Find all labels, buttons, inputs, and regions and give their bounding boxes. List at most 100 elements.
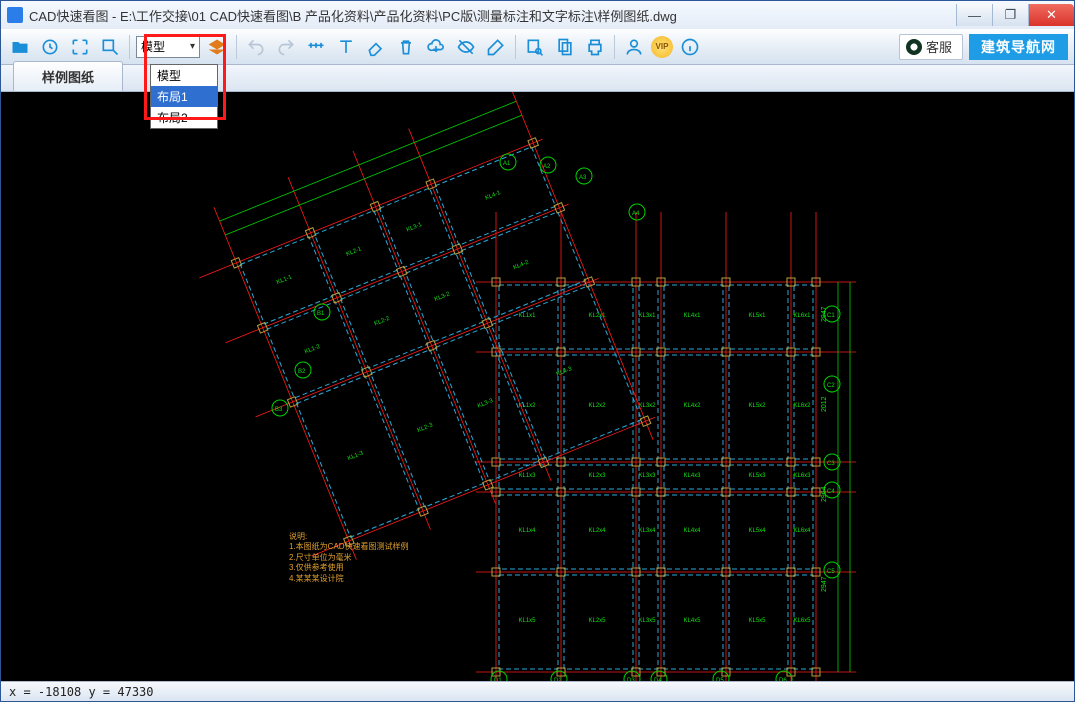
- svg-text:B2: B2: [298, 369, 306, 375]
- fullextent-icon[interactable]: [67, 34, 93, 60]
- statusbar: x = -18108 y = 47330: [1, 681, 1074, 701]
- svg-text:KL1x4: KL1x4: [519, 528, 537, 534]
- svg-text:KL4x4: KL4x4: [684, 528, 702, 534]
- svg-text:KL3x1: KL3x1: [639, 313, 657, 319]
- svg-text:KL6x1: KL6x1: [794, 313, 812, 319]
- svg-text:KL6x5: KL6x5: [794, 618, 812, 624]
- zoom-window-icon[interactable]: [97, 34, 123, 60]
- vip-icon[interactable]: VIP: [651, 36, 673, 58]
- svg-text:C3: C3: [827, 461, 835, 467]
- find-icon[interactable]: [522, 34, 548, 60]
- minimize-button[interactable]: —: [956, 4, 992, 26]
- svg-text:A1: A1: [503, 161, 511, 167]
- app-icon: [7, 7, 23, 23]
- svg-text:C2: C2: [827, 383, 835, 389]
- svg-text:D6: D6: [779, 678, 787, 681]
- window-title: CAD快速看图 - E:\工作交接\01 CAD快速看图\B 产品化资料\产品化…: [29, 6, 677, 25]
- svg-text:KL4-3: KL4-3: [556, 366, 574, 378]
- svg-text:KL2-3: KL2-3: [417, 422, 435, 434]
- svg-text:D5: D5: [716, 678, 724, 681]
- print-icon[interactable]: [582, 34, 608, 60]
- svg-text:A4: A4: [632, 211, 640, 217]
- svg-text:KL5x4: KL5x4: [749, 528, 767, 534]
- svg-text:B3: B3: [275, 407, 283, 413]
- drawing-canvas[interactable]: KL1x1KL1x2KL1x3KL1x4KL1x5KL2x1KL2x2KL2x3…: [1, 92, 1074, 681]
- dropdown-item[interactable]: 布局1: [151, 86, 217, 107]
- svg-text:2947: 2947: [821, 306, 828, 322]
- svg-text:KL2x5: KL2x5: [589, 618, 607, 624]
- qq-icon: [906, 39, 922, 55]
- text-icon[interactable]: [333, 34, 359, 60]
- document-tab[interactable]: 样例图纸: [13, 61, 123, 91]
- svg-text:KL4x1: KL4x1: [684, 313, 702, 319]
- dropdown-item[interactable]: 布局2: [151, 107, 217, 128]
- svg-text:KL2-2: KL2-2: [374, 316, 392, 328]
- svg-text:KL1x3: KL1x3: [519, 473, 537, 479]
- user-icon[interactable]: [621, 34, 647, 60]
- close-button[interactable]: ✕: [1028, 4, 1074, 26]
- svg-text:A2: A2: [543, 164, 551, 170]
- coord-readout: x = -18108 y = 47330: [9, 685, 154, 699]
- svg-text:KL3x3: KL3x3: [639, 473, 657, 479]
- open-icon[interactable]: [7, 34, 33, 60]
- svg-text:KL2x3: KL2x3: [589, 473, 607, 479]
- svg-text:C4: C4: [827, 489, 835, 495]
- history-icon[interactable]: [37, 34, 63, 60]
- svg-text:KL2x2: KL2x2: [589, 403, 607, 409]
- kefu-label: 客服: [926, 37, 952, 56]
- svg-text:KL6x4: KL6x4: [794, 528, 812, 534]
- delete-icon[interactable]: [393, 34, 419, 60]
- measure-icon[interactable]: [303, 34, 329, 60]
- nav-website-button[interactable]: 建筑导航网: [969, 34, 1068, 60]
- svg-text:D1: D1: [494, 678, 502, 681]
- svg-text:C1: C1: [827, 313, 835, 319]
- svg-text:KL3-3: KL3-3: [477, 398, 495, 410]
- svg-text:2964: 2964: [821, 486, 828, 502]
- edit-icon[interactable]: [483, 34, 509, 60]
- kefu-button[interactable]: 客服: [899, 34, 963, 60]
- undo-icon[interactable]: [243, 34, 269, 60]
- main-toolbar: 模型 VIP 客服 建筑导航网: [1, 29, 1074, 65]
- svg-text:B1: B1: [317, 311, 325, 317]
- svg-text:KL5x5: KL5x5: [749, 618, 767, 624]
- nav-label: 建筑导航网: [981, 37, 1056, 57]
- svg-text:KL4x5: KL4x5: [684, 618, 702, 624]
- svg-text:KL1x1: KL1x1: [519, 313, 537, 319]
- svg-text:KL5x2: KL5x2: [749, 403, 767, 409]
- svg-text:KL1-3: KL1-3: [347, 450, 365, 462]
- svg-text:KL4-2: KL4-2: [513, 259, 531, 271]
- dropdown-item[interactable]: 模型: [151, 65, 217, 86]
- svg-text:KL3x5: KL3x5: [639, 618, 657, 624]
- svg-text:KL4x3: KL4x3: [684, 473, 702, 479]
- info-icon[interactable]: [677, 34, 703, 60]
- svg-text:KL1x5: KL1x5: [519, 618, 537, 624]
- svg-text:KL3-1: KL3-1: [406, 222, 424, 234]
- svg-text:KL6x2: KL6x2: [794, 403, 812, 409]
- view-select[interactable]: 模型: [136, 36, 200, 58]
- cloud-down-icon[interactable]: [423, 34, 449, 60]
- maximize-button[interactable]: ❐: [992, 4, 1028, 26]
- svg-text:KL1-2: KL1-2: [304, 344, 322, 356]
- svg-text:2012: 2012: [821, 396, 828, 412]
- svg-text:D4: D4: [654, 678, 662, 681]
- svg-text:D3: D3: [627, 678, 635, 681]
- copy-icon[interactable]: [552, 34, 578, 60]
- svg-text:D2: D2: [554, 678, 562, 681]
- svg-text:2947: 2947: [821, 576, 828, 592]
- svg-text:KL6x3: KL6x3: [794, 473, 812, 479]
- vip-label: VIP: [656, 42, 669, 51]
- cad-drawing: KL1x1KL1x2KL1x3KL1x4KL1x5KL2x1KL2x2KL2x3…: [1, 92, 1074, 681]
- svg-text:KL5x1: KL5x1: [749, 313, 767, 319]
- drawing-notes: 说明:1.本图纸为CAD快速看图测试样例2.尺寸单位为毫米3.仅供参考使用4.某…: [289, 532, 409, 584]
- svg-text:A3: A3: [579, 175, 587, 181]
- eraser-icon[interactable]: [363, 34, 389, 60]
- svg-text:KL3x4: KL3x4: [639, 528, 657, 534]
- svg-text:C5: C5: [827, 569, 835, 575]
- svg-text:KL2-1: KL2-1: [345, 246, 363, 258]
- redo-icon[interactable]: [273, 34, 299, 60]
- layers-icon[interactable]: [204, 34, 230, 60]
- titlebar: CAD快速看图 - E:\工作交接\01 CAD快速看图\B 产品化资料\产品化…: [1, 1, 1074, 29]
- svg-text:KL4-1: KL4-1: [485, 190, 503, 202]
- view-dropdown[interactable]: 模型布局1布局2: [150, 64, 218, 129]
- hide-icon[interactable]: [453, 34, 479, 60]
